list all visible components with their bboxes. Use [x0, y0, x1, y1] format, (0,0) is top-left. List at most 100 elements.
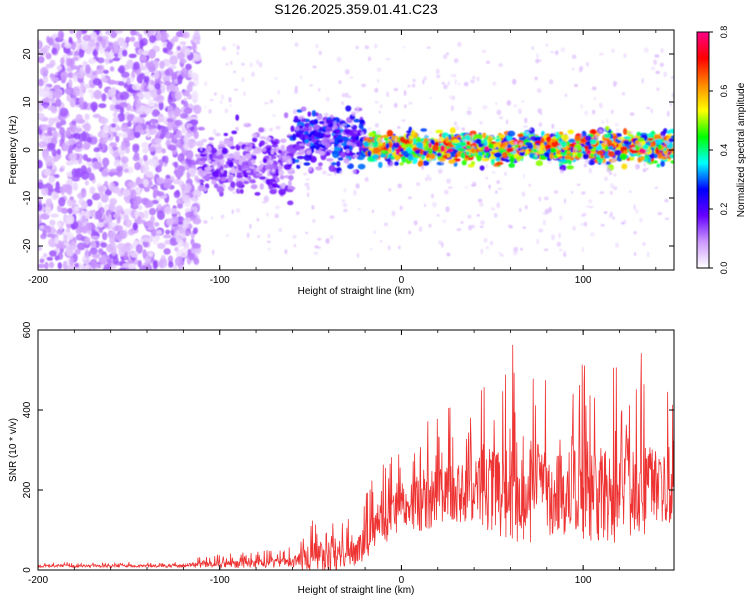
- spectrogram-cell: [470, 224, 476, 229]
- spectrogram-cell: [540, 142, 545, 148]
- spectrogram-cell: [416, 141, 424, 149]
- spectrogram-cell: [60, 71, 68, 80]
- spectrogram-cell: [38, 204, 43, 212]
- spectrogram-cell: [232, 43, 236, 47]
- spectrogram-cell: [102, 157, 110, 167]
- spectrogram-cell: [198, 169, 203, 175]
- spectrogram-cell: [216, 154, 224, 160]
- spectrogram-cell: [209, 98, 214, 102]
- spectrogram-cell: [601, 162, 607, 166]
- spectrogram-cell: [112, 57, 121, 62]
- spectrogram-cell: [103, 222, 109, 229]
- spectrogram-cell: [594, 134, 599, 141]
- spectrogram-cell: [48, 261, 55, 269]
- spectrogram-cell: [82, 34, 91, 42]
- spectrogram-cell: [165, 174, 171, 179]
- spectrogram-cell: [258, 167, 263, 170]
- spectrogram-cell: [480, 220, 485, 226]
- spectrogram-cell: [537, 108, 542, 114]
- spectrogram-cell: [386, 129, 394, 137]
- spectrogram-cell: [417, 160, 424, 167]
- spectrogram-cell: [665, 140, 670, 145]
- spectrogram-cell: [120, 162, 129, 169]
- spectrogram-cell: [603, 133, 612, 139]
- spectrogram-cell: [157, 242, 166, 250]
- spectrogram-cell: [219, 140, 224, 146]
- spectrogram-cell: [267, 233, 270, 238]
- spectrogram-cell: [152, 260, 158, 270]
- spectrogram-cell: [97, 57, 105, 64]
- spectrogram-cell: [40, 184, 47, 189]
- spectrogram-cell: [108, 202, 116, 212]
- spectrogram-cell: [275, 178, 280, 182]
- spectrogram-cell: [143, 209, 149, 219]
- spectrogram-cell: [259, 160, 263, 165]
- spectrogram-cell: [129, 36, 136, 42]
- spectrogram-cell: [270, 155, 277, 160]
- spectrogram-cell: [76, 220, 83, 229]
- spectrogram-cell: [192, 243, 201, 249]
- spectrogram-cell: [168, 261, 174, 268]
- spectrogram-cell: [581, 130, 587, 138]
- spectrogram-cell: [221, 46, 226, 51]
- spectrogram-cell: [450, 73, 454, 78]
- spectrogram-cell: [51, 148, 57, 157]
- spectrogram-cell: [71, 175, 80, 182]
- spectrogram-cell: [574, 83, 578, 88]
- spectrogram-cell: [388, 147, 392, 154]
- spectrogram-cell: [419, 226, 422, 232]
- colorbar-scale: [696, 31, 710, 269]
- spectrogram-cell: [204, 166, 212, 171]
- spectrogram-cell: [283, 164, 292, 170]
- spectrogram-cell: [183, 107, 193, 114]
- spectrogram-cell: [485, 152, 490, 156]
- spectrogram-cell: [556, 241, 562, 247]
- spectrogram-cell: [173, 134, 180, 139]
- spectrogram-cell: [671, 92, 674, 98]
- spectrogram-cell: [466, 110, 472, 116]
- spectrogram-cell: [549, 152, 554, 160]
- spectrogram-cell: [428, 176, 432, 182]
- snr-x-tick-label: -200: [28, 575, 48, 586]
- spectrogram-cell: [519, 207, 522, 213]
- spectrogram-cell: [528, 128, 532, 131]
- colorbar-tick-label: 0.8: [719, 26, 729, 39]
- spectrogram-cell: [496, 109, 502, 116]
- spectrogram-cell: [259, 183, 264, 190]
- spectrogram-cell: [471, 181, 477, 187]
- spectrogram-cell: [272, 175, 277, 180]
- spectrogram-cell: [497, 187, 503, 190]
- spectrogram-cell: [182, 194, 190, 203]
- spectrogram-cell: [408, 101, 413, 105]
- spectrogram-cell: [637, 142, 642, 148]
- spectrogram-cell: [81, 30, 88, 34]
- spectrogram-cell: [267, 164, 275, 171]
- spectrogram-cell: [444, 189, 449, 195]
- spectrogram-cell: [570, 146, 574, 153]
- spectrogram-cell: [278, 149, 282, 154]
- spectrogram-cell: [343, 208, 348, 213]
- spectrogram-cell: [65, 228, 71, 233]
- spectrogram-cell: [135, 244, 143, 254]
- spectrogram-cell: [229, 104, 232, 107]
- spectrogram-cell: [132, 144, 140, 153]
- spectrogram-cell: [39, 258, 45, 264]
- spectrogram-cell: [56, 148, 61, 155]
- spectrogram-cell: [243, 174, 248, 178]
- spectrogram-cell: [279, 154, 282, 160]
- spectrogram-cell: [66, 198, 74, 207]
- spectrogram-cell: [156, 203, 162, 209]
- spectrogram-cell: [303, 162, 311, 166]
- spectrogram-cell: [377, 78, 380, 84]
- spectrogram-cell: [137, 48, 143, 56]
- spectrogram-cell: [199, 157, 208, 162]
- spectrogram-cell: [59, 167, 64, 173]
- spectrogram-cell: [407, 196, 412, 200]
- spectrogram-cell: [669, 154, 674, 159]
- spectrogram-cell: [311, 110, 317, 117]
- spectrogram-cell: [356, 105, 360, 110]
- spectrogram-cell: [339, 170, 343, 175]
- spectrogram-cell: [294, 89, 299, 94]
- figure-title: S126.2025.359.01.41.C23: [274, 1, 438, 17]
- spectrogram-cell: [174, 119, 183, 126]
